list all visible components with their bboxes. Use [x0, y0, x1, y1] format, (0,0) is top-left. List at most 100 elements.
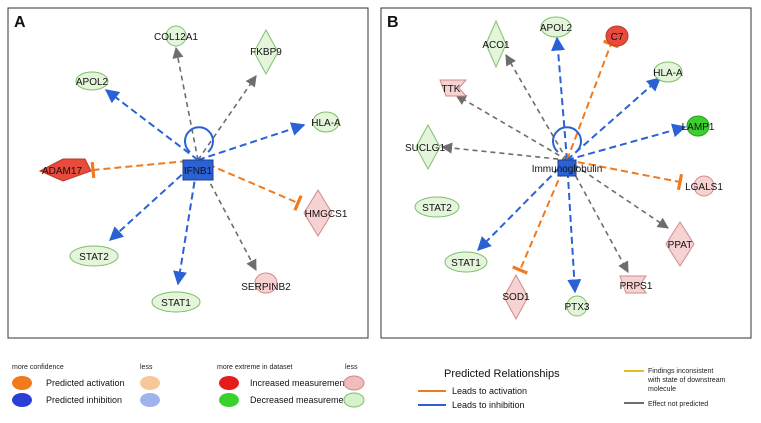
- node-sod1-label: SOD1: [502, 292, 530, 303]
- node-col12a1-label: COL12A1: [154, 32, 198, 43]
- edge-ig-prps1: [566, 159, 629, 273]
- edge-ig-sod1: [512, 159, 568, 275]
- node-hla-a-a-label: HLA-A: [311, 118, 341, 129]
- panel-a-letter: A: [14, 14, 26, 31]
- legend-predicted-activation: Predicted activation: [46, 378, 125, 388]
- node-adam17-shape: [38, 158, 92, 182]
- legend-activation-strong-swatch: [12, 376, 32, 390]
- legend-decreased-weak-swatch: [343, 392, 365, 408]
- panel-a-network: COL12A1 FKBP9 APOL2 HLA-A ADAM17 HMGCS1 …: [38, 25, 348, 313]
- edge-ifnb1-hla-a: [197, 122, 306, 161]
- legend-activation-weak-swatch: [140, 376, 160, 390]
- node-serpinb2-shape: [254, 272, 278, 294]
- node-apol2-a-label: APOL2: [76, 77, 109, 88]
- panel-b-network: ACO1 APOL2 C7 TTK HLA-A LAMP1 SUCLG1 LGA…: [405, 16, 723, 321]
- node-lgals1-shape: [693, 175, 715, 197]
- edge-ifnb1-stat2: [108, 159, 199, 241]
- node-stat1-b-shape: [444, 251, 488, 273]
- edge-ig-lamp1: [566, 123, 687, 161]
- edge-ifnb1-adam17: [90, 159, 199, 179]
- node-stat1-b-label: STAT1: [451, 258, 481, 269]
- edge-ig-stat1: [477, 159, 568, 251]
- legend-predicted-inhibition: Predicted inhibition: [46, 395, 122, 405]
- legend-increased-measurement: Increased measurement: [250, 378, 348, 388]
- legend-confidence-less: less: [140, 364, 153, 371]
- legend-inhibition-strong-swatch: [12, 393, 32, 407]
- legend-inhibition-weak-swatch: [140, 393, 160, 407]
- node-prps1-shape: [619, 275, 647, 294]
- node-stat2-b-label: STAT2: [422, 203, 452, 214]
- legend: more confidence less Predicted activatio…: [12, 364, 726, 410]
- node-aco1-label: ACO1: [482, 40, 510, 51]
- node-ttk-label: TTK: [442, 84, 461, 95]
- node-suclg1-shape: [415, 123, 441, 171]
- legend-leads-activation: Leads to activation: [452, 386, 527, 396]
- legend-leads-inhibition: Leads to inhibition: [452, 400, 525, 410]
- edge-ig-ttk: [455, 94, 568, 161]
- node-serpinb2-label: SERPINB2: [241, 282, 291, 293]
- legend-more-confidence: more confidence: [12, 364, 64, 371]
- node-ptx3-shape: [566, 295, 588, 317]
- ifnb1-self-loop: [184, 126, 214, 153]
- node-ttk-shape: [439, 79, 468, 97]
- node-ptx3-label: PTX3: [564, 302, 589, 313]
- edge-ifnb1-fkbp9: [197, 75, 257, 161]
- edge-ifnb1-apol2: [104, 89, 199, 161]
- node-immunoglobulin-shape: [557, 159, 577, 177]
- node-prps1-label: PRPS1: [620, 281, 653, 292]
- node-apol2-b-shape: [540, 16, 572, 38]
- node-ppat-label: PPAT: [668, 240, 693, 251]
- node-fkbp9-label: FKBP9: [250, 47, 282, 58]
- node-sod1-shape: [503, 273, 529, 321]
- node-lamp1-label: LAMP1: [682, 122, 715, 133]
- edge-ifnb1-col12a1: [172, 46, 199, 161]
- legend-increased-weak-swatch: [343, 375, 365, 391]
- node-immunoglobulin-label: Immunoglobulin: [532, 164, 603, 175]
- node-aco1-shape: [485, 19, 507, 69]
- node-ppat-shape: [665, 221, 695, 267]
- legend-increased-strong-swatch: [219, 376, 239, 390]
- node-apol2-b-label: APOL2: [540, 23, 573, 34]
- legend-predicted-relationships: Predicted Relationships: [444, 368, 560, 380]
- legend-not-predicted: Effect not predicted: [648, 401, 708, 408]
- node-hmgcs1-shape: [303, 189, 333, 237]
- node-hla-a-a-shape: [312, 111, 340, 133]
- edge-ig-ppat: [566, 159, 669, 229]
- legend-more-extreme: more extreme in dataset: [217, 364, 293, 371]
- node-lamp1-shape: [686, 115, 710, 137]
- node-hla-a-b-shape: [653, 61, 683, 83]
- edge-ifnb1-hmgcs1: [197, 159, 303, 211]
- legend-decreased-strong-swatch: [219, 393, 239, 407]
- edge-ig-aco1: [505, 54, 568, 161]
- panel-b-letter: B: [387, 14, 399, 31]
- node-adam17-label: ADAM17: [42, 166, 82, 177]
- node-hla-a-b-label: HLA-A: [653, 68, 683, 79]
- ig-self-loop: [552, 126, 582, 153]
- edge-ig-apol2: [551, 36, 568, 161]
- edge-ig-lgals1: [566, 159, 684, 191]
- node-col12a1-shape: [165, 25, 187, 47]
- node-c7-shape: [605, 25, 629, 47]
- edge-ig-suclg1: [440, 142, 568, 161]
- node-ifnb1-label: IFNB1: [184, 166, 213, 177]
- legend-measurement-less: less: [345, 364, 358, 371]
- node-fkbp9-shape: [253, 28, 279, 76]
- edge-ig-hla-a: [566, 77, 662, 161]
- node-c7-label: C7: [611, 32, 624, 43]
- node-stat2-a-shape: [69, 245, 119, 267]
- edge-ig-ptx3: [566, 159, 582, 294]
- legend-decreased-measurement: Decreased measurement: [250, 395, 352, 405]
- legend-inconsistent-3: molecule: [648, 386, 676, 393]
- node-stat2-a-label: STAT2: [79, 252, 109, 263]
- node-ifnb1-shape: [182, 159, 214, 181]
- legend-inconsistent-2: with state of downstream: [647, 377, 726, 384]
- node-hmgcs1-label: HMGCS1: [305, 209, 348, 220]
- node-stat1-a-label: STAT1: [161, 298, 191, 309]
- node-apol2-a-shape: [75, 71, 109, 91]
- legend-inconsistent-1: Findings inconsistent: [648, 368, 713, 375]
- node-suclg1-label: SUCLG1: [405, 143, 445, 154]
- edge-ig-c7: [566, 39, 620, 161]
- node-stat1-a-shape: [151, 291, 201, 313]
- node-lgals1-label: LGALS1: [685, 182, 723, 193]
